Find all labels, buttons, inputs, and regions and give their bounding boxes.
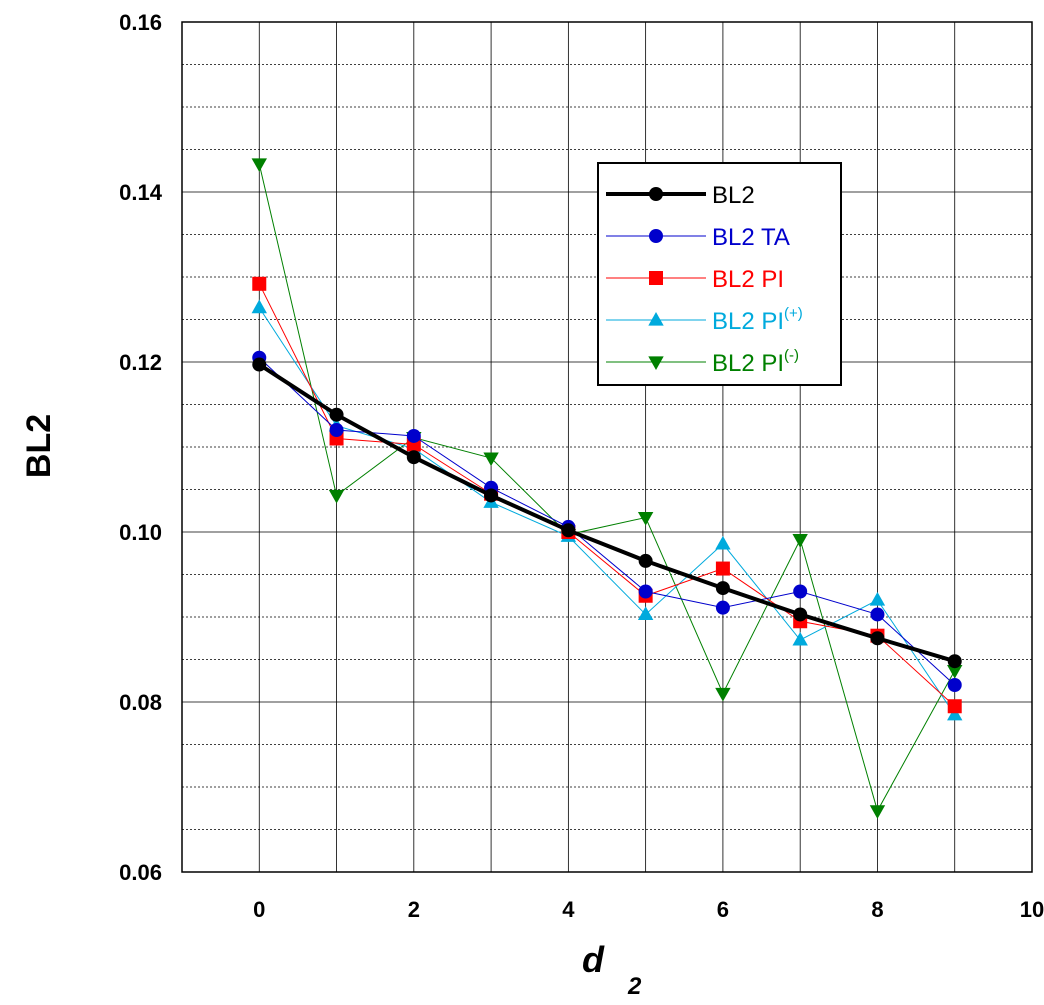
series-layer bbox=[251, 158, 963, 819]
data-point bbox=[792, 534, 808, 548]
data-point bbox=[484, 488, 499, 503]
data-point bbox=[715, 600, 730, 615]
series-line bbox=[258, 362, 956, 664]
data-point bbox=[329, 423, 344, 437]
data-point bbox=[406, 450, 421, 465]
series-line bbox=[258, 357, 956, 686]
legend-marker bbox=[648, 311, 664, 326]
data-point bbox=[251, 299, 267, 314]
y-tick-label: 0.06 bbox=[119, 860, 162, 885]
x-tick-label: 8 bbox=[871, 897, 883, 922]
x-tick-label: 0 bbox=[253, 897, 265, 922]
x-axis-label: d 2 bbox=[582, 939, 642, 1000]
data-point bbox=[715, 561, 730, 576]
data-point bbox=[792, 631, 808, 646]
legend-label-superscript: (+) bbox=[784, 305, 803, 322]
legend-marker bbox=[648, 356, 664, 371]
data-point bbox=[406, 428, 421, 443]
x-tick-label: 2 bbox=[408, 897, 420, 922]
legend-entry: BL2 PI(+) bbox=[606, 305, 803, 335]
data-point bbox=[251, 158, 267, 172]
legend-entry: BL2 TA bbox=[606, 224, 790, 251]
legend-marker bbox=[649, 229, 663, 243]
y-tick-label: 0.14 bbox=[119, 180, 163, 205]
x-tick-label: 10 bbox=[1020, 897, 1044, 922]
data-point bbox=[869, 591, 886, 606]
data-point bbox=[252, 276, 267, 291]
data-point bbox=[793, 584, 808, 599]
tick-labels: 0 2 4 6 8 10 0.06 0.08 0.10 0.12 0.14 0.16 bbox=[119, 10, 1044, 922]
legend-marker bbox=[649, 271, 663, 285]
data-point bbox=[637, 511, 654, 526]
data-point bbox=[947, 678, 962, 692]
data-point bbox=[715, 687, 731, 702]
data-point bbox=[329, 407, 344, 422]
x-tick-label: 4 bbox=[562, 897, 575, 922]
x-axis-label-subscript: 2 bbox=[627, 973, 642, 1000]
series-line bbox=[258, 163, 956, 813]
legend-label: BL2 bbox=[712, 182, 755, 209]
legend-label: BL2 TA bbox=[712, 224, 790, 251]
y-tick-label: 0.16 bbox=[119, 10, 162, 35]
x-axis-label-main: d bbox=[582, 939, 605, 980]
series-bl2 bbox=[252, 357, 962, 669]
legend-label: BL2 PI(+) bbox=[712, 305, 803, 335]
y-tick-label: 0.10 bbox=[119, 520, 162, 545]
data-point bbox=[870, 631, 885, 646]
legend-box bbox=[597, 162, 842, 386]
plot-frame bbox=[181, 21, 1033, 873]
data-point bbox=[637, 606, 654, 621]
y-tick-label: 0.12 bbox=[119, 350, 162, 375]
data-point bbox=[252, 357, 267, 372]
y-tick-label: 0.08 bbox=[119, 690, 162, 715]
data-point bbox=[947, 664, 963, 679]
data-point bbox=[869, 805, 886, 819]
legend-label: BL2 PI bbox=[712, 266, 784, 293]
data-point bbox=[561, 523, 576, 538]
legend-entry: BL2 bbox=[606, 182, 755, 209]
data-point bbox=[715, 581, 730, 596]
data-point bbox=[947, 699, 962, 714]
x-tick-label: 6 bbox=[717, 897, 729, 922]
legend-marker bbox=[649, 187, 663, 201]
data-point bbox=[793, 607, 808, 622]
data-point bbox=[328, 489, 345, 504]
data-point bbox=[715, 535, 731, 550]
series-line bbox=[258, 283, 956, 707]
data-point bbox=[947, 654, 962, 669]
legend-label-superscript: (-) bbox=[784, 347, 799, 364]
data-point bbox=[870, 607, 885, 622]
data-point bbox=[947, 706, 963, 721]
y-axis-label: BL2 bbox=[20, 414, 58, 478]
data-point bbox=[638, 553, 653, 568]
data-point bbox=[638, 584, 653, 599]
data-point bbox=[483, 452, 499, 467]
legend-entry: BL2 PI bbox=[606, 266, 784, 293]
